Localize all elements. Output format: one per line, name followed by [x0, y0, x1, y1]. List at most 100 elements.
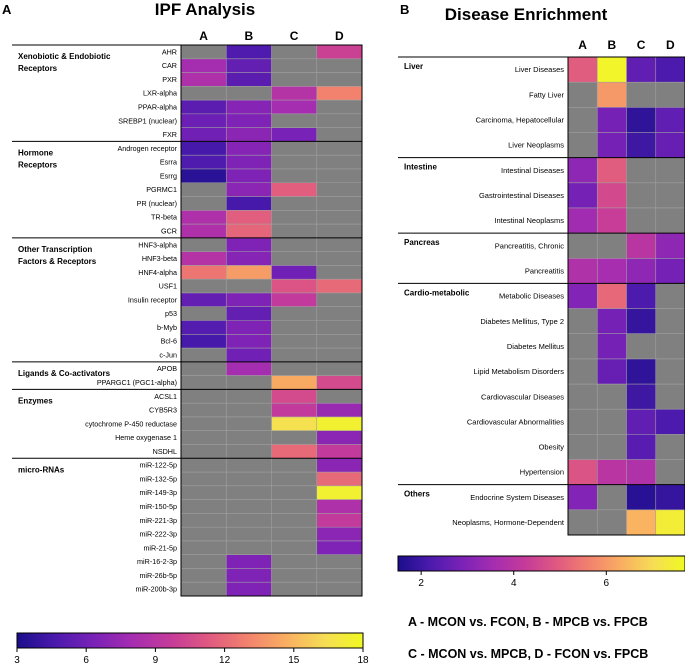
b-row-label: Pancreatitis [525, 266, 564, 275]
a-heatmap-cell [181, 127, 227, 142]
b-row-label: Diabetes Mellitus [507, 342, 564, 351]
b-heatmap-cell [626, 233, 656, 259]
a-heatmap-cell [226, 444, 272, 459]
a-heatmap-cell [271, 306, 317, 321]
a-heatmap-cell [181, 375, 227, 390]
a-row-label: miR-150-5p [139, 502, 177, 511]
a-heatmap-cell [226, 403, 272, 417]
a-heatmap-cell [181, 540, 227, 555]
a-heatmap-cell [226, 224, 272, 238]
a-heatmap-cell [271, 100, 317, 114]
a-heatmap-cell [226, 58, 272, 73]
panel-b-colorbar: 2 4 6 [397, 555, 685, 589]
a-heatmap-cell [271, 582, 317, 596]
a-row-label: Heme oxygenase 1 [115, 433, 177, 442]
a-heatmap-cell [316, 306, 362, 321]
a-row-label: CYB5R3 [149, 406, 177, 415]
a-heatmap-cell [271, 348, 317, 362]
b-heatmap-cell [597, 308, 627, 334]
a-heatmap-cell [181, 100, 227, 114]
b-heatmap-cell [626, 384, 656, 410]
b-heatmap-cell [597, 233, 627, 259]
a-heatmap-cell [181, 554, 227, 569]
a-heatmap-cell [271, 472, 317, 486]
a-row-label: CAR [162, 61, 177, 70]
a-heatmap-cell [271, 499, 317, 514]
a-heatmap-cell [226, 251, 272, 266]
b-heatmap-cell [655, 434, 685, 460]
b-heatmap-cell [655, 509, 685, 535]
a-row-label: Esrrg [160, 171, 177, 180]
b-heatmap-cell [655, 308, 685, 334]
a-heatmap-cell [226, 237, 272, 252]
a-heatmap-cell [226, 499, 272, 514]
a-heatmap-cell [226, 540, 272, 555]
b-heatmap-cell [626, 107, 656, 133]
b-heatmap-cell [597, 57, 627, 83]
b-row-label: Diabetes Mellitus, Type 2 [480, 317, 564, 326]
a-heatmap-cell [316, 155, 362, 169]
a-heatmap-cell [181, 72, 227, 87]
b-heatmap-cell [626, 409, 656, 435]
b-heatmap-cell [626, 82, 656, 108]
a-row-label: b-Myb [157, 323, 177, 332]
b-heatmap-cell [626, 207, 656, 234]
b-heatmap-cell [597, 509, 627, 535]
a-row-label: miR-222-3p [139, 530, 177, 539]
a-heatmap-cell [271, 72, 317, 87]
a-heatmap-cell [271, 375, 317, 390]
panel-b: B Disease Enrichment A B C D Liver Diseases… [397, 2, 685, 589]
b-heatmap-cell [597, 384, 627, 410]
a-heatmap-cell [316, 554, 362, 569]
b-group-label: Intestine [404, 163, 437, 172]
b-heatmap-cell [568, 484, 598, 510]
a-heatmap-cell [316, 100, 362, 114]
a-heatmap-cell [271, 554, 317, 569]
a-heatmap-cell [271, 389, 317, 404]
a-heatmap-cell [181, 499, 227, 514]
a-heatmap-cell [226, 430, 272, 445]
a-heatmap-cell [271, 45, 317, 59]
b-colorbar-tick-label: 2 [418, 578, 424, 589]
a-colorbar-tick-label: 18 [357, 655, 369, 665]
a-row-label: miR-26b-5p [139, 571, 177, 580]
a-row-label: PXR [162, 75, 177, 84]
a-heatmap-cell [271, 320, 317, 335]
b-heatmap-cell [597, 333, 627, 359]
a-heatmap-cell [181, 527, 227, 541]
a-heatmap-cell [271, 416, 317, 431]
b-heatmap-cell [568, 409, 598, 435]
a-heatmap-cell [271, 403, 317, 417]
a-row-label: Esrra [160, 158, 177, 167]
a-heatmap-cell [181, 348, 227, 362]
b-heatmap-cell [655, 157, 685, 183]
a-heatmap-cell [226, 554, 272, 569]
a-row-label: PR (nuclear) [137, 199, 177, 208]
b-heatmap-cell [626, 434, 656, 460]
a-heatmap-cell [271, 485, 317, 500]
a-heatmap-cell [316, 540, 362, 555]
a-heatmap-cell [181, 237, 227, 252]
a-heatmap-cell [181, 430, 227, 445]
a-heatmap-cell [181, 485, 227, 500]
a-heatmap-cell [271, 86, 317, 101]
b-row-label: Carcinoma, Hepatocellular [476, 116, 565, 125]
a-heatmap-cell [316, 45, 362, 59]
a-colorbar-tick-label: 6 [83, 655, 89, 665]
a-heatmap-cell [271, 334, 317, 349]
b-row-label: Hypertension [520, 468, 564, 477]
b-row-label: Cardiovascular Abnormalities [467, 417, 564, 426]
a-heatmap-cell [271, 513, 317, 528]
a-column-label: D [335, 29, 344, 43]
b-heatmap-cell [655, 258, 685, 284]
a-heatmap-cell [181, 196, 227, 211]
b-heatmap-cell [626, 484, 656, 510]
b-heatmap-cell [626, 308, 656, 334]
b-column-label: C [637, 38, 646, 52]
panel-a-column-labels: A B C D [199, 29, 344, 43]
a-row-label: miR-149-3p [139, 488, 177, 497]
a-row-label: SREBP1 (nuclear) [118, 116, 177, 125]
b-heatmap-cell [568, 459, 598, 485]
a-heatmap-cell [181, 320, 227, 335]
a-heatmap-cell [271, 540, 317, 555]
